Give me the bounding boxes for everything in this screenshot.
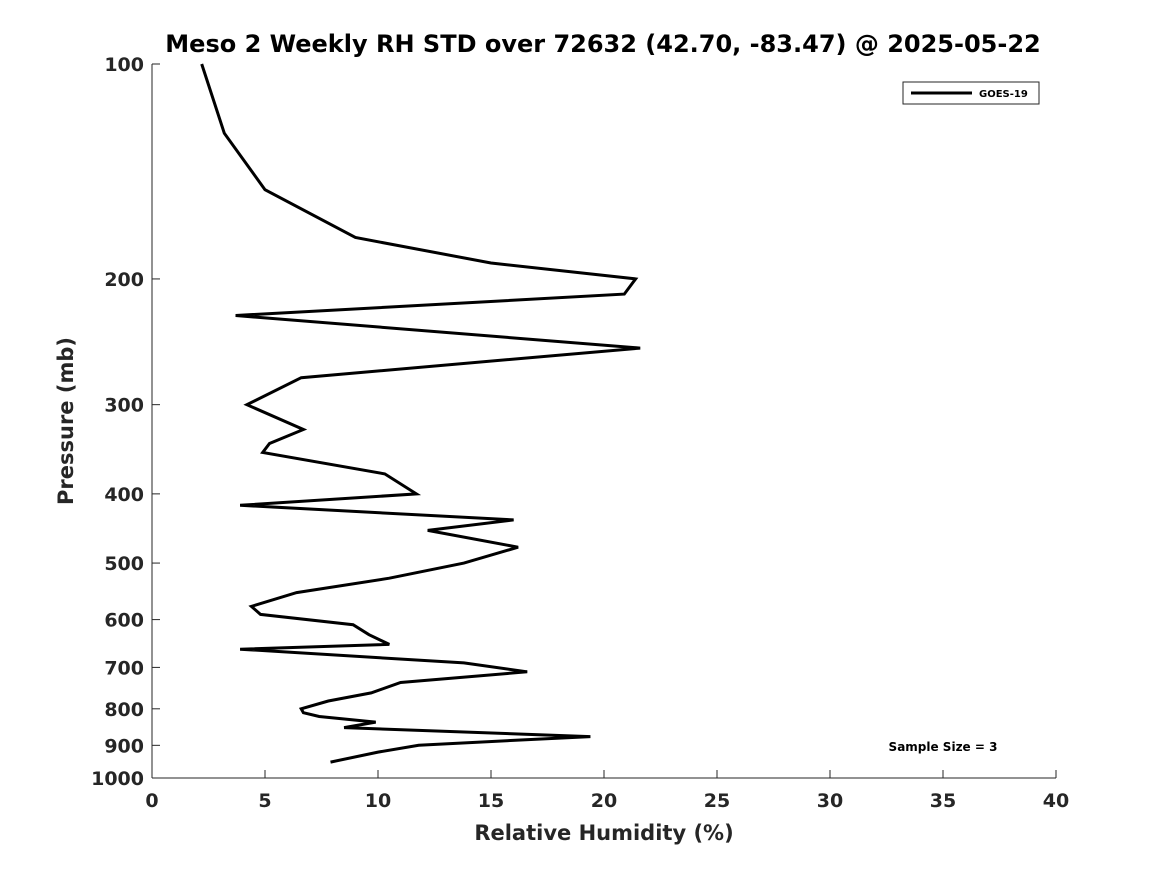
x-tick-label: 15 — [478, 790, 504, 812]
legend: GOES-19 — [902, 81, 1040, 105]
y-tick-label: 400 — [104, 484, 144, 506]
y-tick-label: 100 — [104, 54, 144, 76]
y-axis-label: Pressure (mb) — [54, 337, 78, 505]
x-tick-label: 0 — [145, 790, 158, 812]
x-tick-label: 40 — [1043, 790, 1069, 812]
y-tick-label: 600 — [104, 610, 144, 632]
y-tick-label: 300 — [104, 395, 144, 417]
plot-area: 0 5 10 15 20 25 30 35 40 100 200 300 400 500 600 700 800… — [91, 54, 1069, 812]
x-tick-label: 5 — [258, 790, 271, 812]
chart-title: Meso 2 Weekly RH STD over 72632 (42.70, … — [165, 30, 1040, 58]
ticks: 0 5 10 15 20 25 30 35 40 100 200 300 400 500 600 700 800… — [91, 54, 1069, 812]
x-tick-label: 20 — [591, 790, 617, 812]
y-tick-label: 800 — [104, 699, 144, 721]
x-axis-label: Relative Humidity (%) — [474, 821, 733, 845]
x-tick-label: 10 — [365, 790, 391, 812]
x-tick-label: 30 — [817, 790, 843, 812]
y-tick-label: 500 — [104, 553, 144, 575]
y-tick-label: 900 — [104, 735, 144, 757]
y-tick-label: 200 — [104, 269, 144, 291]
series-line-goes-19 — [200, 63, 641, 764]
y-tick-label: 1000 — [91, 768, 144, 790]
sample-size-annotation: Sample Size = 3 — [889, 740, 998, 754]
y-tick-label: 700 — [104, 657, 144, 679]
legend-label-goes-19: GOES-19 — [979, 89, 1028, 100]
x-tick-label: 25 — [704, 790, 730, 812]
x-tick-label: 35 — [930, 790, 956, 812]
